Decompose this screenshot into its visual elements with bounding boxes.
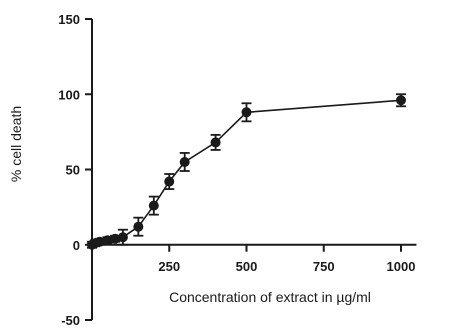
data-point bbox=[117, 232, 128, 243]
y-tick-label: 150 bbox=[58, 12, 80, 27]
data-point bbox=[179, 156, 190, 167]
axes bbox=[85, 18, 417, 321]
y-tick-label: -50 bbox=[61, 313, 80, 328]
x-tick-label: 1000 bbox=[387, 259, 416, 274]
data-point bbox=[133, 221, 144, 232]
x-axis-label: Concentration of extract in µg/ml bbox=[169, 289, 371, 305]
y-tick-label: 100 bbox=[58, 87, 80, 102]
y-tick-label: 50 bbox=[66, 163, 80, 178]
data-point bbox=[102, 235, 113, 246]
data-point bbox=[110, 233, 121, 244]
data-point bbox=[148, 200, 159, 211]
x-tick-label: 500 bbox=[236, 259, 258, 274]
data-point bbox=[396, 95, 406, 106]
data-point bbox=[94, 236, 105, 247]
data-series bbox=[87, 93, 406, 250]
y-tick-label: 0 bbox=[73, 238, 80, 253]
y-axis-label: % cell death bbox=[8, 106, 24, 182]
x-tick-label: 250 bbox=[158, 259, 180, 274]
data-point bbox=[210, 137, 221, 148]
tick-labels: -50 0 50 100 150 250 500 750 1000 bbox=[58, 12, 415, 328]
data-point bbox=[164, 176, 175, 187]
data-point bbox=[241, 107, 252, 118]
x-tick-label: 750 bbox=[313, 259, 335, 274]
